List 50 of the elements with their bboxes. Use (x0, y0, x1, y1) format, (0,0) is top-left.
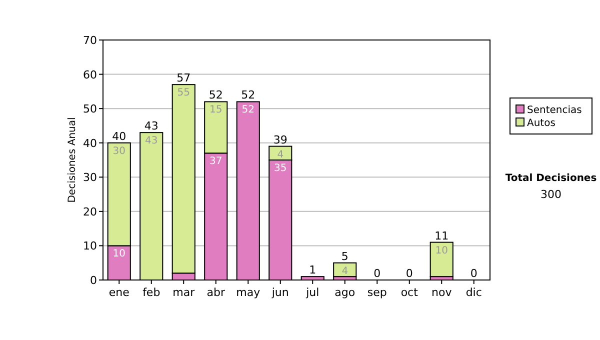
total-label: 11 (434, 229, 449, 242)
x-tick-label: mar (172, 286, 196, 299)
total-label: 39 (273, 133, 288, 146)
total-label: 57 (176, 72, 191, 85)
x-tick-label: dic (466, 286, 482, 299)
y-tick-label: 0 (90, 274, 97, 287)
x-tick-label: abr (206, 286, 226, 299)
x-tick-label: ene (108, 286, 130, 299)
total-label: 0 (406, 267, 413, 280)
bar (333, 262, 357, 278)
data-label: 55 (177, 88, 190, 99)
total-label: 0 (470, 267, 478, 280)
total-label: 52 (241, 88, 256, 102)
y-tick-label: 30 (83, 171, 97, 184)
x-tick-label: jun (270, 286, 289, 299)
data-label: 35 (274, 163, 287, 174)
text: Total Decisiones (505, 173, 597, 184)
total-label: 40 (112, 130, 126, 143)
data-label: 37 (210, 156, 222, 168)
legend-label: Sentencias (527, 105, 582, 116)
total-label: 0 (374, 267, 381, 280)
x-tick-label: nov (432, 286, 452, 299)
y-tick-label: 10 (83, 240, 97, 253)
total-label: 52 (208, 88, 223, 102)
x-tick-label: ago (334, 286, 356, 299)
y-axis-title: Decisiones Anual (67, 117, 78, 203)
x-tick-label: sep (367, 286, 387, 299)
text: 300 (540, 188, 562, 201)
y-tick-label: 60 (83, 68, 97, 82)
data-label: 10 (112, 248, 126, 260)
legend-label: Autos (527, 118, 556, 129)
data-label: 4 (277, 149, 284, 160)
y-tick-label: 70 (83, 34, 97, 47)
x-tick-label: may (236, 286, 261, 299)
x-tick-label: oct (400, 286, 419, 299)
x-tick-label: jul (305, 286, 320, 299)
y-tick-label: 40 (83, 136, 97, 150)
data-label: 52 (242, 104, 254, 116)
data-label: 10 (435, 245, 448, 256)
total-label: 43 (144, 120, 158, 133)
y-tick-label: 50 (83, 102, 97, 116)
y-tick-label: 20 (83, 205, 97, 218)
x-tick-label: feb (142, 286, 160, 299)
bar (430, 242, 454, 278)
data-label: 15 (210, 104, 222, 116)
data-label: 4 (342, 266, 348, 277)
data-label: 43 (145, 136, 158, 147)
data-label: 30 (112, 146, 126, 157)
total-label: 1 (309, 264, 316, 277)
total-label: 5 (341, 250, 348, 263)
